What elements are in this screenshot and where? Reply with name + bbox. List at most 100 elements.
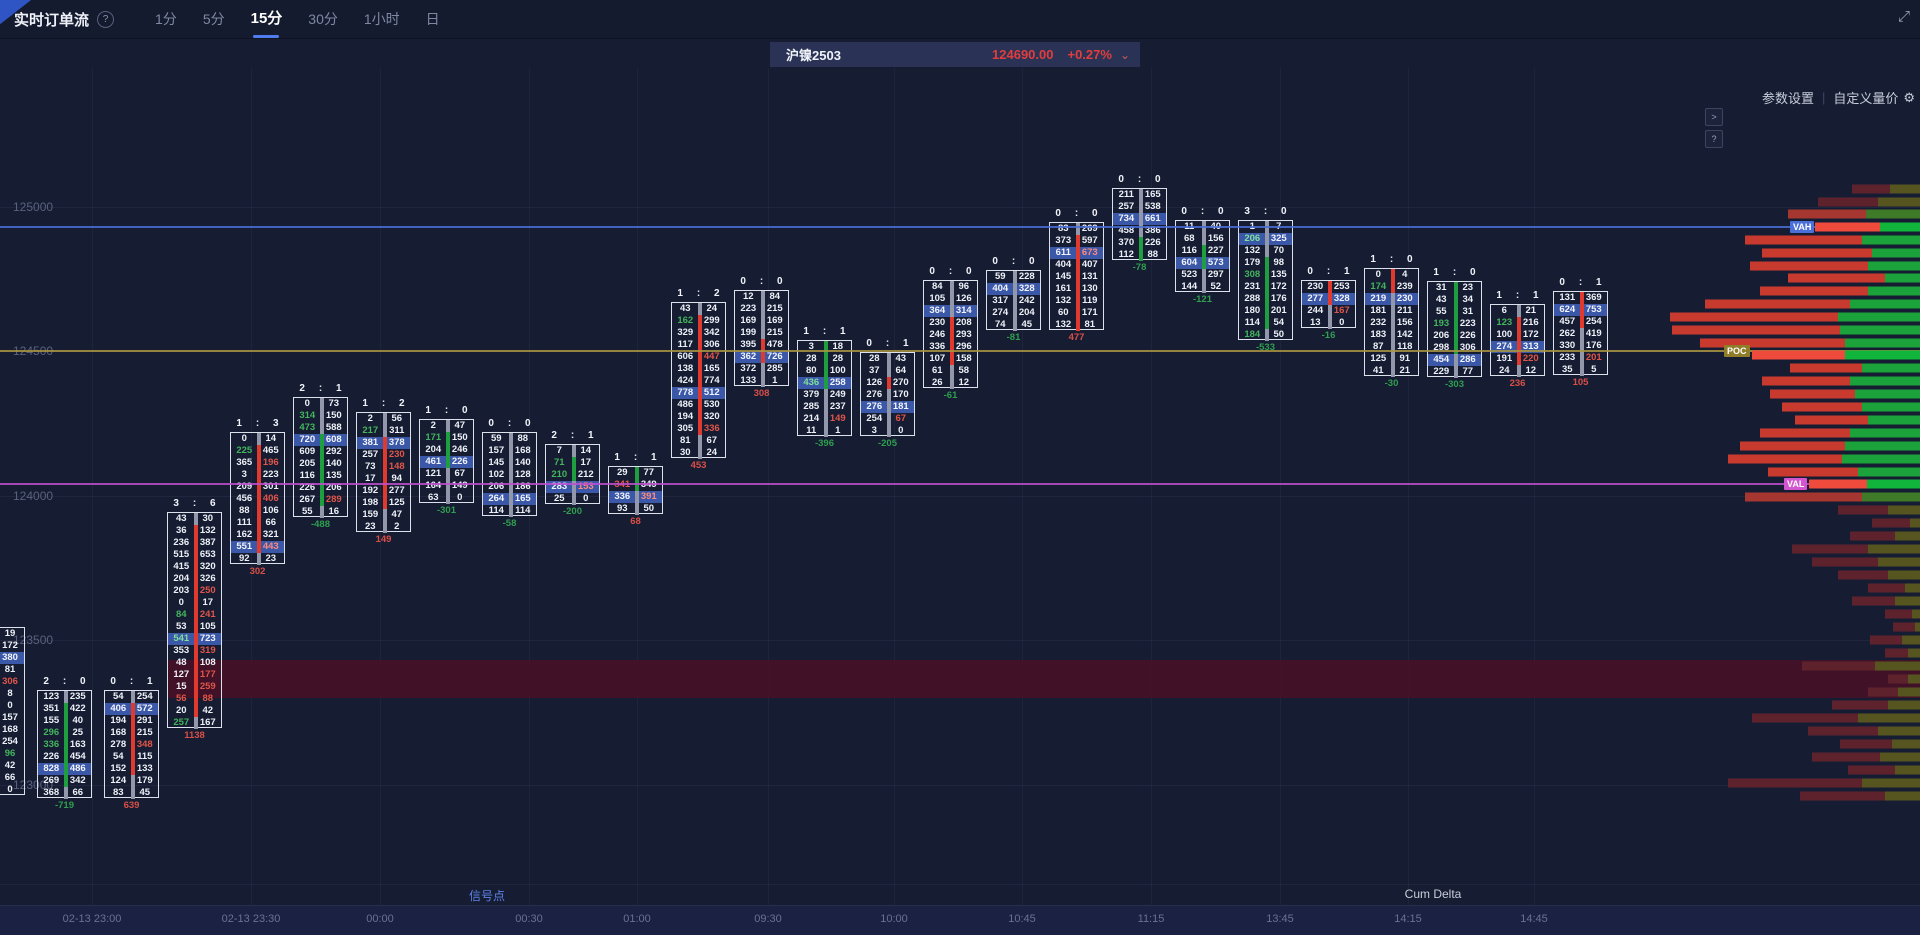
ask-volume: 169	[766, 315, 783, 326]
help-button[interactable]: ?	[1705, 130, 1723, 148]
bid-volume: 276	[866, 389, 883, 400]
instrument-selector[interactable]: 沪镍2503 124690.00 +0.27% ⌄	[770, 42, 1140, 67]
ask-volume: 454	[69, 751, 86, 762]
bid-volume: 114	[488, 505, 504, 516]
price-row: 68 156	[1176, 233, 1229, 245]
ask-volume: 16	[328, 506, 340, 517]
bid-volume: 92	[238, 553, 250, 564]
price-row: 254 67	[861, 413, 914, 425]
price-row: 0 14	[231, 433, 284, 445]
ask-volume: 306	[1459, 342, 1476, 353]
ask-volume: 153	[577, 481, 594, 492]
price-row: 336 296	[924, 341, 977, 353]
price-row: 262 419	[1554, 328, 1607, 340]
price-row: 179 98	[1239, 257, 1292, 269]
expand-icon[interactable]: ⤢	[1897, 8, 1910, 25]
ask-volume: 254	[1585, 316, 1602, 327]
ask-volume: 98	[1273, 257, 1285, 268]
ask-volume: 0	[898, 425, 904, 436]
chevron-down-icon[interactable]: ⌄	[1119, 47, 1130, 62]
tab-30分[interactable]: 30分	[308, 11, 338, 27]
price-row: 458 386	[1113, 225, 1166, 237]
bid-volume: 3	[808, 341, 814, 352]
bid-volume: 6	[1501, 305, 1507, 316]
val-badge: VAL	[1784, 478, 1808, 490]
price-row: 74 45	[987, 319, 1040, 331]
column-delta: 453	[690, 460, 707, 471]
ask-volume: 172	[1522, 329, 1539, 340]
profile-buy-bar	[1902, 635, 1920, 645]
column-imbalance-header: 2	[0, 613, 25, 624]
footprint-column: 1:0 2 47 171 150 204 246 461 226 121 67 164 149 63 0 -3…	[419, 405, 474, 516]
cum-delta-toggle[interactable]: Cum Delta	[1404, 887, 1462, 901]
price-row: 515 653	[168, 549, 221, 561]
custom-volume-price-button[interactable]: 自定义量价	[1833, 91, 1899, 106]
ask-volume: 336	[703, 423, 720, 434]
ask-volume: 342	[69, 775, 86, 786]
tab-日[interactable]: 日	[425, 11, 440, 27]
bid-volume: 63	[427, 492, 439, 503]
help-icon[interactable]: ?	[97, 10, 115, 28]
price-row: 25 0	[546, 493, 599, 505]
column-delta: -61	[943, 390, 958, 401]
price-row: 226 206	[294, 482, 347, 494]
column-delta: -719	[54, 800, 74, 811]
ask-volume: 94	[391, 473, 403, 484]
bid-volume: 60	[1057, 307, 1069, 318]
profile-buy-bar	[1845, 441, 1920, 451]
column-divider	[1327, 281, 1332, 329]
ask-volume: 77	[1462, 366, 1474, 377]
price-row: 15 259	[168, 681, 221, 693]
price-row: 305 336	[672, 423, 725, 435]
bid-volume: 341	[609, 479, 636, 491]
ask-volume: 250	[199, 585, 216, 596]
price-row: 203 250	[168, 585, 221, 597]
column-divider	[886, 353, 891, 437]
bid-volume: 83	[1057, 223, 1069, 234]
tab-15分[interactable]: 15分	[238, 0, 296, 38]
bid-volume: 231	[1244, 281, 1261, 292]
signal-points-toggle[interactable]: 信号点	[468, 889, 506, 903]
bid-volume: 246	[929, 329, 946, 340]
profile-buy-bar	[1890, 184, 1920, 194]
profile-buy-bar	[1888, 505, 1920, 515]
price-row: 13 0	[1302, 317, 1355, 329]
price-row: 84 241	[168, 609, 221, 621]
price-row: 0	[0, 784, 24, 796]
profile-buy-bar	[1868, 415, 1920, 425]
price-row: 232 156	[1365, 317, 1418, 329]
price-row: 60 171	[1050, 307, 1103, 319]
profile-sell-bar	[1740, 441, 1845, 451]
price-row: 96	[0, 748, 24, 760]
tab-1分[interactable]: 1分	[155, 11, 177, 27]
column-box: 6 21 123 216 100 172 274 313 191 220 24 12	[1490, 304, 1545, 377]
tab-5分[interactable]: 5分	[202, 11, 225, 27]
bid-volume: 144	[1181, 281, 1198, 292]
imbalance-count: 1	[803, 326, 809, 337]
profile-sell-bar	[1868, 583, 1905, 593]
bid-volume: 132	[1055, 319, 1072, 330]
profile-sell-bar	[1818, 197, 1878, 207]
params-settings-button[interactable]: 参数设置	[1762, 91, 1815, 106]
column-imbalance-header: 1:2	[356, 398, 411, 409]
profile-buy-bar	[1867, 479, 1920, 489]
price-row: 180 201	[1239, 305, 1292, 317]
time-axis[interactable]: 02-13 23:00 02-13 23:30 00:00 00:30 01:00 09:…	[0, 905, 1920, 935]
bid-volume: 55	[301, 506, 313, 517]
collapse-panel-button[interactable]: >	[1705, 108, 1723, 126]
footprint-column: 2:1 7 14 71 17 210 212 283 153 25 0 -200	[545, 430, 600, 517]
price-row: 296 25	[38, 727, 91, 739]
bid-volume: 41	[1372, 365, 1384, 376]
footprint-column: 2:0 123 235 351 422 155 40 296 25 336 163 226 454 828…	[37, 676, 92, 811]
imbalance-count: 0	[1307, 266, 1313, 277]
tab-1小时[interactable]: 1小时	[363, 11, 400, 27]
profile-sell-bar	[1885, 648, 1908, 658]
column-delta: 236	[1509, 378, 1526, 389]
price-row: 93 50	[609, 503, 662, 515]
gear-icon[interactable]: ⚙	[1903, 89, 1916, 105]
footprint-column: 1:0 31 23 43 34 55 31 193 223 206 226 298 306 454 286 2…	[1427, 267, 1482, 390]
time-tick: 01:00	[623, 913, 651, 925]
